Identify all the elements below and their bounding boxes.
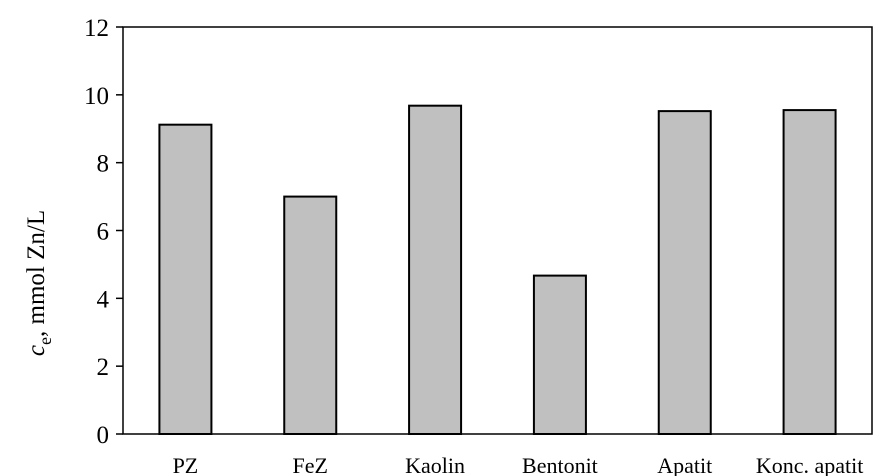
y-tick-label: 8 — [97, 151, 110, 178]
x-category-label: Bentonit — [522, 453, 598, 476]
x-category-label: PZ — [173, 453, 199, 476]
y-tick-label: 2 — [97, 354, 110, 381]
y-axis-ticks: 0 2 4 6 8 10 12 — [84, 15, 123, 449]
plot-area — [122, 26, 873, 435]
bar — [158, 123, 213, 436]
plot-border — [122, 26, 873, 435]
y-axis-label-symbol: c — [23, 345, 50, 356]
y-tick-label: 0 — [97, 422, 110, 449]
y-tick-label: 4 — [97, 286, 110, 313]
bar — [532, 274, 587, 435]
bar — [657, 110, 712, 435]
x-category-label: Apatit — [657, 453, 712, 476]
x-category-label: Konc. apatit — [756, 453, 864, 476]
y-tick-label: 10 — [84, 83, 109, 110]
x-axis-category-labels: PZ FeZ Kaolin Bentonit Apatit Konc. apatit — [173, 453, 864, 476]
bar — [408, 104, 463, 435]
bar — [283, 195, 338, 435]
y-axis-label: ce, mmol Zn/L — [23, 210, 55, 356]
bars-group — [158, 104, 837, 436]
x-category-label: Kaolin — [405, 453, 465, 476]
x-category-label: FeZ — [293, 453, 328, 476]
bar — [782, 109, 837, 436]
y-tick-label: 6 — [97, 219, 110, 246]
y-tick-label: 12 — [84, 15, 109, 42]
y-axis-label-rest: , mmol Zn/L — [23, 210, 50, 337]
y-axis-label-subscript: e — [35, 337, 55, 345]
